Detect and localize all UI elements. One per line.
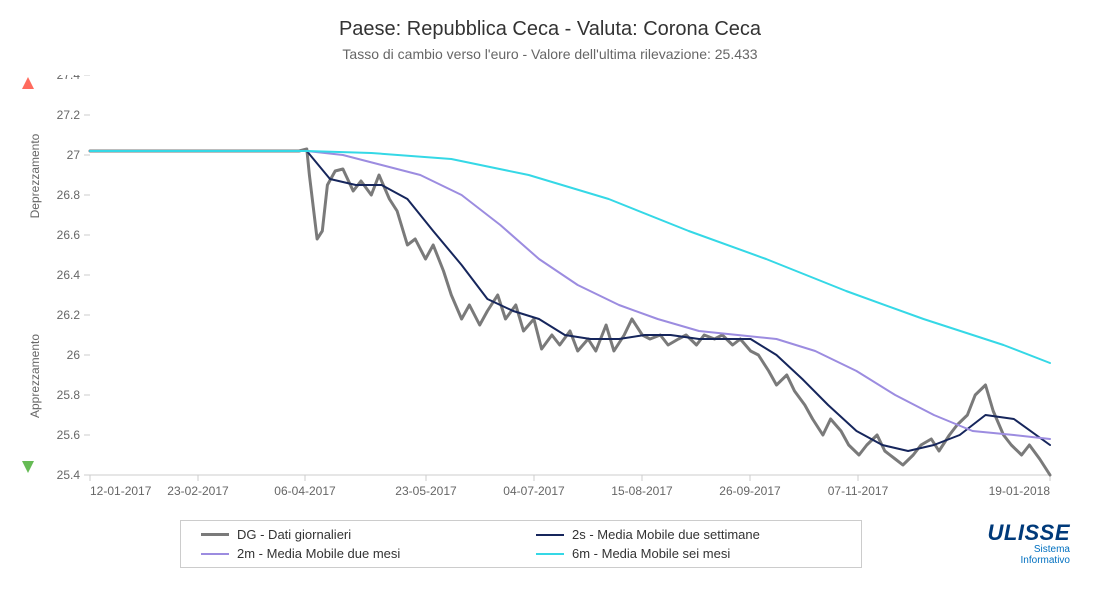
- svg-text:26: 26: [67, 348, 81, 362]
- legend-label: 2s - Media Mobile due settimane: [572, 527, 760, 542]
- deprezzamento-arrow: [22, 77, 34, 89]
- svg-text:06-04-2017: 06-04-2017: [274, 484, 336, 498]
- legend-swatch-icon: [201, 553, 229, 555]
- line-chart-plot: 25.4 25.6 25.8 26 26.2 26.4 26.6 26.8 27 27.2 27.4…: [40, 75, 1060, 515]
- brand-sub-2: Informativo: [988, 555, 1070, 566]
- svg-text:27.4: 27.4: [57, 75, 81, 82]
- svg-text:26-09-2017: 26-09-2017: [719, 484, 781, 498]
- legend-swatch-icon: [536, 534, 564, 536]
- brand-logo: ULISSE Sistema Informativo: [988, 522, 1070, 566]
- svg-text:07-11-2017: 07-11-2017: [828, 484, 889, 498]
- legend-item-6m: 6m - Media Mobile sei mesi: [536, 546, 841, 561]
- chart-title: Paese: Repubblica Ceca - Valuta: Corona …: [0, 18, 1100, 41]
- svg-text:26.2: 26.2: [57, 308, 81, 322]
- brand-name: ULISSE: [988, 522, 1070, 544]
- svg-text:12-01-2017: 12-01-2017: [90, 484, 152, 498]
- svg-text:26.6: 26.6: [57, 228, 81, 242]
- chart-legend: DG - Dati giornalieri 2s - Media Mobile d…: [180, 520, 862, 568]
- legend-item-2m: 2m - Media Mobile due mesi: [201, 546, 506, 561]
- svg-text:25.4: 25.4: [57, 468, 81, 482]
- chart-subtitle: Tasso di cambio verso l'euro - Valore de…: [0, 46, 1100, 62]
- legend-swatch-icon: [201, 533, 229, 536]
- svg-text:26.8: 26.8: [57, 188, 81, 202]
- legend-item-2s: 2s - Media Mobile due settimane: [536, 527, 841, 542]
- svg-text:27: 27: [67, 148, 81, 162]
- apprezzamento-arrow: [22, 461, 34, 473]
- legend-label: DG - Dati giornalieri: [237, 527, 351, 542]
- svg-text:23-02-2017: 23-02-2017: [167, 484, 229, 498]
- chart-container: Paese: Repubblica Ceca - Valuta: Corona …: [0, 0, 1100, 600]
- svg-text:04-07-2017: 04-07-2017: [503, 484, 565, 498]
- legend-label: 6m - Media Mobile sei mesi: [572, 546, 730, 561]
- svg-text:26.4: 26.4: [57, 268, 81, 282]
- svg-text:27.2: 27.2: [57, 108, 81, 122]
- svg-text:23-05-2017: 23-05-2017: [395, 484, 457, 498]
- brand-sub-1: Sistema: [988, 544, 1070, 555]
- legend-swatch-icon: [536, 553, 564, 555]
- legend-label: 2m - Media Mobile due mesi: [237, 546, 400, 561]
- svg-text:25.6: 25.6: [57, 428, 81, 442]
- svg-text:19-01-2018: 19-01-2018: [989, 484, 1051, 498]
- legend-item-DG: DG - Dati giornalieri: [201, 527, 506, 542]
- svg-text:15-08-2017: 15-08-2017: [611, 484, 673, 498]
- svg-text:25.8: 25.8: [57, 388, 81, 402]
